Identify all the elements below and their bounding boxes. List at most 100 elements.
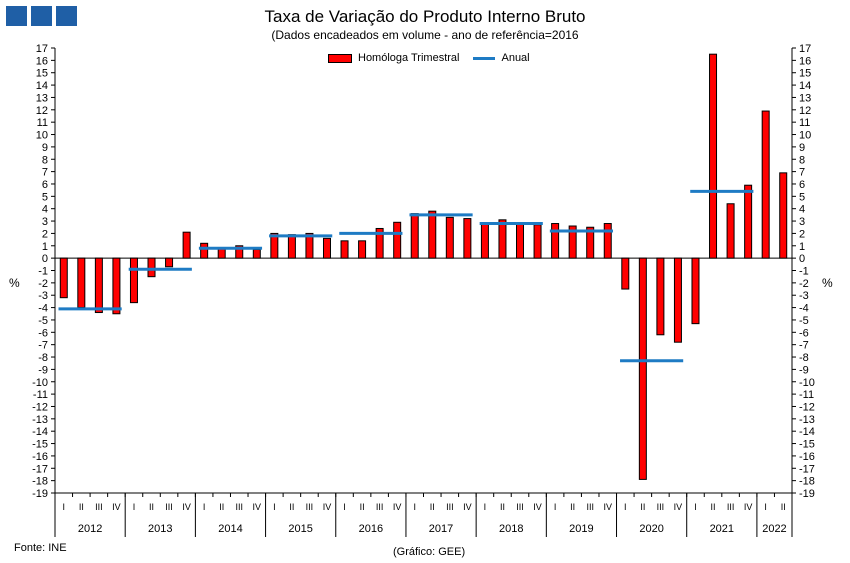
x-tick-label-quarter: IV	[533, 502, 542, 512]
bar-quarter	[182, 231, 191, 259]
y-tick-label-right: 1	[799, 241, 805, 253]
chart-subtitle: (Dados encadeados em volume - ano de ref…	[271, 28, 579, 42]
legend-swatch-bar	[328, 53, 352, 63]
y-tick-label-right: -10	[799, 377, 815, 389]
y-tick-label-right: 3	[799, 216, 805, 228]
y-tick-label-left: -12	[32, 401, 48, 413]
y-tick-label-left: 16	[36, 55, 48, 67]
bar-quarter	[270, 232, 279, 259]
x-tick-label-quarter: III	[306, 502, 314, 512]
bar-quarter	[709, 53, 718, 259]
x-tick-label-quarter: II	[570, 502, 575, 512]
y-tick-label-right: 8	[799, 154, 805, 166]
y-tick-label-left: -3	[38, 290, 48, 302]
bar-quarter	[533, 224, 542, 259]
y-tick-label-right: 2	[799, 228, 805, 240]
x-tick-label-quarter: III	[516, 502, 524, 512]
x-tick-label-quarter: III	[235, 502, 243, 512]
y-tick-label-left: -16	[32, 451, 48, 463]
y-tick-label-right: -15	[799, 439, 815, 451]
y-tick-label-left: 8	[42, 154, 48, 166]
y-tick-label-left: 6	[42, 179, 48, 191]
y-tick-label-right: 10	[799, 130, 811, 142]
bar-quarter	[761, 110, 770, 259]
bar-quarter	[744, 184, 753, 259]
x-tick-label-quarter: IV	[393, 502, 402, 512]
x-tick-label-year: 2015	[288, 523, 312, 535]
y-tick-label-right: 13	[799, 92, 811, 104]
x-tick-label-quarter: I	[203, 502, 206, 512]
x-tick-label-quarter: II	[711, 502, 716, 512]
y-tick-label-left: -6	[38, 327, 48, 339]
bar-quarter	[393, 221, 402, 259]
x-tick-label-quarter: III	[376, 502, 384, 512]
y-tick-label-right: -14	[799, 426, 815, 438]
bar-quarter	[673, 257, 682, 343]
y-tick-label-right: -12	[799, 401, 815, 413]
bar-quarter	[358, 240, 367, 259]
x-tick-label-quarter: III	[727, 502, 735, 512]
chart-title: Taxa de Variação do Produto Interno Brut…	[264, 7, 586, 26]
y-tick-label-right: 16	[799, 55, 811, 67]
x-tick-label-quarter: III	[586, 502, 594, 512]
y-tick-label-right: -17	[799, 463, 815, 475]
y-tick-label-right: 7	[799, 167, 805, 179]
y-tick-label-left: -14	[32, 426, 48, 438]
bar-quarter	[551, 223, 560, 259]
y-tick-label-right: -18	[799, 476, 815, 488]
x-tick-label-quarter: II	[149, 502, 154, 512]
x-tick-label-quarter: I	[764, 502, 767, 512]
x-tick-label-quarter: I	[554, 502, 557, 512]
y-tick-label-left: -10	[32, 377, 48, 389]
x-tick-label-quarter: II	[781, 502, 786, 512]
bar-quarter	[638, 257, 647, 480]
bar-quarter	[252, 248, 261, 259]
y-tick-label-right: 15	[799, 68, 811, 80]
y-tick-label-right: 0	[799, 253, 805, 265]
y-tick-label-right: -3	[799, 290, 809, 302]
y-tick-label-right: 4	[799, 204, 805, 216]
y-tick-label-left: -2	[38, 278, 48, 290]
bar-quarter	[480, 223, 489, 259]
y-tick-label-right: -2	[799, 278, 809, 290]
x-tick-label-quarter: I	[624, 502, 627, 512]
x-tick-label-quarter: II	[219, 502, 224, 512]
y-tick-label-right: -7	[799, 340, 809, 352]
y-tick-label-left: -1	[38, 266, 48, 278]
x-tick-label-year: 2019	[569, 523, 593, 535]
bar-quarter	[691, 257, 700, 325]
y-tick-label-left: -13	[32, 414, 48, 426]
x-tick-label-quarter: II	[500, 502, 505, 512]
y-tick-label-left: -19	[32, 488, 48, 500]
bar-quarter	[112, 257, 121, 315]
bar-quarter	[165, 257, 174, 268]
bar-quarter	[147, 257, 156, 278]
y-tick-label-left: 17	[36, 43, 48, 55]
legend-label-annual: Anual	[501, 52, 530, 64]
y-tick-label-left: 14	[36, 80, 48, 92]
y-tick-label-left: -11	[33, 389, 48, 401]
gee-logo	[6, 6, 77, 26]
x-tick-label-quarter: I	[133, 502, 136, 512]
x-tick-label-quarter: III	[657, 502, 665, 512]
x-tick-label-quarter: III	[446, 502, 454, 512]
x-tick-label-year: 2014	[218, 523, 242, 535]
x-tick-label-year: 2013	[148, 523, 172, 535]
x-tick-label-quarter: I	[63, 502, 66, 512]
y-tick-label-left: 7	[42, 167, 48, 179]
y-tick-label-left: 0	[42, 253, 48, 265]
graphic-credit: (Gráfico: GEE)	[393, 546, 466, 558]
y-tick-label-right: -13	[799, 414, 815, 426]
y-tick-label-left: -4	[38, 303, 48, 315]
x-tick-label-year: 2012	[78, 523, 102, 535]
x-tick-label-quarter: IV	[674, 502, 683, 512]
x-tick-label-quarter: II	[360, 502, 365, 512]
y-tick-label-right: -4	[799, 303, 809, 315]
x-tick-label-quarter: II	[289, 502, 294, 512]
x-tick-label-quarter: II	[430, 502, 435, 512]
bar-quarter	[498, 219, 507, 259]
x-tick-label-quarter: I	[343, 502, 346, 512]
y-tick-label-left: 10	[36, 130, 48, 142]
x-tick-label-quarter: IV	[323, 502, 332, 512]
